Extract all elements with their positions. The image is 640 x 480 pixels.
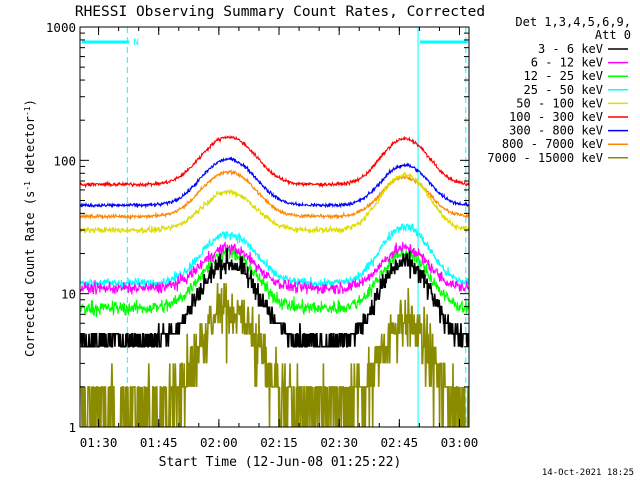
y-axis-label: Corrected Count Rate (s-1 detector-1) (23, 99, 38, 357)
series-line-800-to-7000keV (80, 169, 469, 221)
footer-timestamp: 14-Oct-2021 18:25 (542, 468, 634, 478)
series-line-100-to-300keV (80, 134, 469, 189)
legend-label: 25 - 50 keV (524, 83, 603, 97)
axes: 01:30 01:45 02:00 02:15 02:30 02:45 03:00 1 10 10… (46, 20, 478, 450)
y-label-sup1: -1 (23, 181, 32, 191)
y-tick-label: 10 (61, 287, 76, 302)
legend-header-line2: Att 0 (595, 28, 631, 42)
series-line-50-to-100keV (80, 171, 469, 234)
y-tick-label: 1000 (46, 20, 76, 35)
x-tick-label: 02:45 (381, 435, 419, 450)
legend-label: 300 - 800 keV (509, 124, 603, 138)
y-label-sup2: -1 (23, 106, 32, 116)
night-marker: N (133, 38, 138, 48)
legend-label: 3 - 6 keV (538, 42, 603, 56)
legend-header-line1: Det 1,3,4,5,6,9, (515, 15, 631, 29)
series-line-7000-to-15000keV (80, 283, 469, 427)
series-line-25-to-50keV (80, 223, 469, 291)
y-tick-label: 100 (53, 153, 76, 168)
series-line-6-to-12keV (80, 241, 469, 295)
y-label-main: Corrected Count Rate (s (23, 191, 37, 357)
x-axis-label: Start Time (12-Jun-08 01:25:22) (159, 455, 402, 470)
y-label-mid: detector (23, 116, 37, 181)
legend-label: 6 - 12 keV (531, 56, 603, 70)
legend-label: 800 - 7000 keV (502, 137, 603, 151)
x-tick-label: 01:45 (140, 435, 178, 450)
x-tick-label: 03:00 (441, 435, 479, 450)
legend-label: 7000 - 15000 keV (487, 151, 603, 165)
x-tick-label: 01:30 (80, 435, 118, 450)
legend-label: 12 - 25 keV (524, 69, 603, 83)
series-line-3-to-6keV (80, 247, 469, 348)
night-bars: N (82, 38, 468, 48)
legend-label: 50 - 100 keV (516, 96, 603, 110)
x-tick-label: 02:00 (200, 435, 238, 450)
y-label-end: ) (23, 99, 37, 106)
plot-frame (79, 26, 470, 428)
series-line-300-to-800keV (80, 156, 469, 209)
chart-title: RHESSI Observing Summary Count Rates, Co… (75, 4, 485, 20)
series-group (80, 134, 469, 427)
series-line-12-to-25keV (80, 246, 469, 317)
legend-label: 100 - 300 keV (509, 110, 603, 124)
x-tick-label: 02:15 (260, 435, 298, 450)
y-tick-label: 1 (68, 420, 76, 435)
x-tick-label: 02:30 (320, 435, 358, 450)
